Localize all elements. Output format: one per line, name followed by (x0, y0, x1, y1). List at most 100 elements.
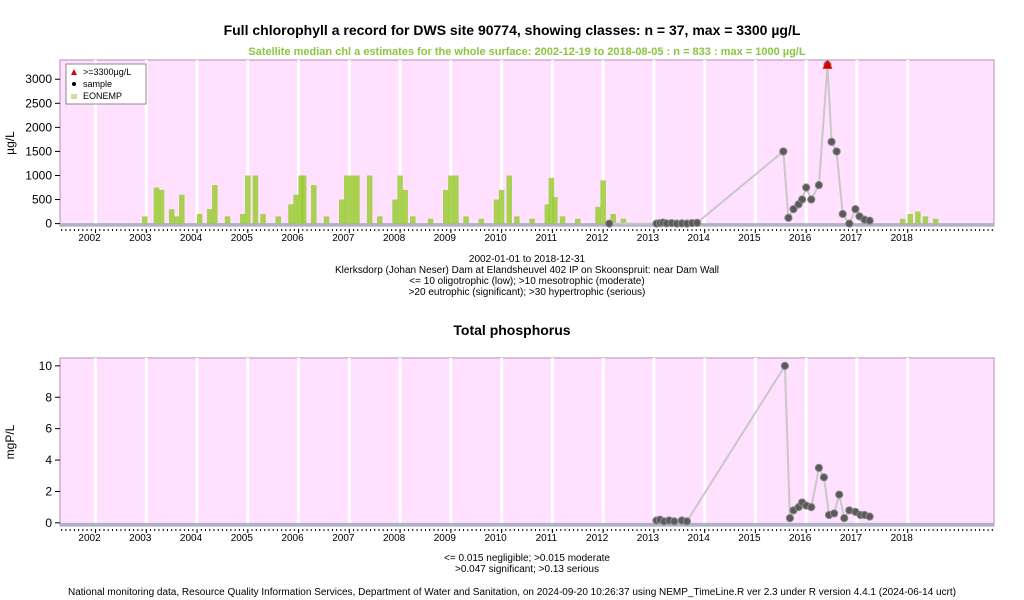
satellite-bar (544, 204, 551, 224)
sample-point (785, 514, 795, 523)
y-tick-label: 3000 (25, 72, 52, 86)
sample-point (845, 219, 854, 228)
satellite-bar (174, 216, 180, 224)
sample-point (865, 512, 874, 521)
x-tick-label: 2009 (434, 533, 457, 544)
max-marker (822, 59, 833, 69)
satellite-bar (212, 185, 218, 224)
satellite-bar (575, 218, 581, 224)
satellite-bar (168, 209, 175, 224)
satellite-bar (300, 175, 307, 224)
satellite-bar (493, 199, 500, 224)
y-tick-label: 10 (39, 359, 53, 373)
satellite-bar (915, 211, 921, 224)
satellite-bar (899, 218, 906, 224)
y-tick-label: 1000 (25, 168, 52, 182)
satellite-bar (323, 216, 330, 224)
x-tick-label: 2012 (586, 233, 609, 244)
x-tick-label: 2004 (180, 233, 203, 244)
sample-point (819, 473, 829, 482)
satellite-bar (610, 213, 617, 224)
x-tick-label: 2017 (840, 233, 863, 244)
satellite-bar (559, 216, 566, 224)
x-tick-label: 2002 (78, 533, 101, 544)
sample-point (827, 137, 836, 146)
satellite-bar (453, 175, 459, 224)
legend-sample-icon (72, 82, 76, 86)
satellite-bar (206, 209, 213, 224)
satellite-bar (392, 199, 398, 224)
x-tick-label: 2003 (129, 233, 152, 244)
footer-note: National monitoring data, Resource Quali… (67, 587, 957, 598)
negligible-band (60, 522, 994, 526)
y-axis-label: mgP/L (3, 424, 17, 459)
x-tick-label: 2018 (891, 233, 914, 244)
satellite-bar (288, 204, 294, 224)
y-tick-label: 0 (45, 217, 52, 231)
x-tick-label: 2011 (536, 533, 558, 544)
x-tick-label: 2007 (332, 533, 355, 544)
satellite-bar (349, 175, 355, 224)
satellite-bar (402, 189, 408, 224)
y-tick-label: 2 (45, 484, 52, 498)
x-tick-label: 2016 (789, 233, 812, 244)
y-tick-label: 500 (32, 193, 52, 207)
y-tick-label: 4 (45, 453, 52, 467)
sample-point (830, 509, 839, 518)
sample-point (807, 195, 816, 204)
chart-caption-line: 2002-01-01 to 2018-12-31 (468, 254, 586, 265)
legend-label: sample (83, 79, 112, 89)
y-axis-label: µg/L (3, 131, 17, 155)
chart-caption-line: >20 eutrophic (significant); >30 hypertr… (408, 287, 646, 298)
x-tick-label: 2017 (840, 533, 863, 544)
satellite-bar (245, 175, 251, 224)
x-tick-label: 2010 (484, 233, 507, 244)
sample-point (832, 147, 841, 156)
sample-point (851, 205, 860, 214)
legend-box (65, 63, 147, 105)
satellite-bar (153, 187, 160, 224)
satellite-bar (354, 175, 360, 224)
plot-panel (59, 357, 995, 527)
x-tick-label: 2016 (789, 533, 812, 544)
satellite-bar (275, 216, 282, 224)
sample-point (840, 514, 849, 523)
sample-point (814, 181, 823, 190)
satellite-bar (196, 213, 203, 224)
x-tick-label: 2018 (891, 533, 914, 544)
sample-point (802, 183, 811, 192)
chart-caption-line: >0.047 significant; >0.13 serious (455, 564, 599, 575)
legend-label: EONEMP (83, 91, 122, 101)
sample-point (807, 503, 816, 512)
chart-caption-line: <= 10 oligotrophic (low); >10 mesotrophi… (409, 276, 645, 287)
sample-point (692, 218, 702, 227)
sample-point (789, 205, 798, 214)
y-tick-label: 0 (45, 516, 52, 530)
sample-point (838, 209, 847, 219)
satellite-bar (443, 189, 449, 224)
sample-point (780, 361, 789, 370)
x-tick-label: 2010 (484, 533, 507, 544)
satellite-bar (600, 180, 606, 224)
satellite-bar (427, 218, 434, 224)
satellite-bar (514, 216, 520, 224)
satellite-bar (344, 175, 350, 224)
sample-point (865, 216, 874, 225)
satellite-bar (552, 197, 558, 224)
x-tick-label: 2013 (637, 233, 660, 244)
satellite-bar (498, 189, 505, 224)
satellite-bar (506, 175, 512, 224)
satellite-bar (529, 218, 535, 224)
x-tick-label: 2006 (281, 233, 304, 244)
x-tick-label: 2009 (434, 233, 457, 244)
chart-caption-line: <= 0.015 negligible; >0.015 moderate (444, 553, 610, 564)
satellite-bar (463, 216, 469, 224)
satellite-bar (293, 194, 299, 224)
sample-point (605, 219, 614, 228)
satellite-bar (397, 175, 403, 224)
legend-eonemp-icon (71, 94, 77, 99)
x-tick-label: 2006 (281, 533, 304, 544)
x-tick-label: 2005 (231, 233, 254, 244)
x-tick-label: 2011 (536, 233, 558, 244)
satellite-bar (338, 199, 345, 224)
